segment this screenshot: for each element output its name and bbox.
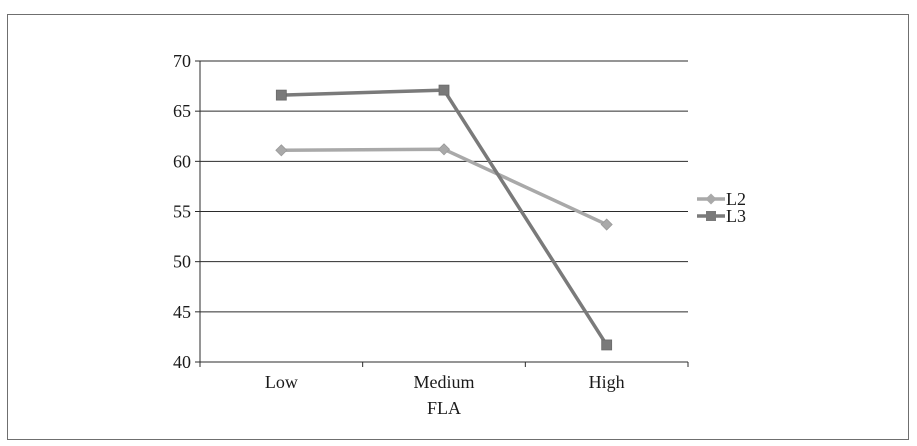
series-l3 — [275, 84, 613, 351]
y-tick-labels: 40 45 50 55 60 65 70 — [173, 51, 191, 372]
legend-marker — [706, 211, 716, 221]
y-tick-label: 60 — [173, 151, 191, 171]
y-tick-label: 55 — [173, 202, 191, 222]
gridlines — [200, 60, 688, 313]
y-tick-label: 50 — [173, 252, 191, 272]
y-tick-label: 70 — [173, 51, 191, 71]
y-tick-label: 45 — [173, 302, 191, 322]
legend-marker — [705, 193, 717, 205]
x-tick-labels: Low Medium High — [265, 372, 625, 392]
series — [275, 84, 613, 351]
y-tick-label: 65 — [173, 101, 191, 121]
data-point-l2-low — [275, 144, 288, 157]
legend-label: L2 — [726, 189, 746, 209]
y-tick-label: 40 — [173, 352, 191, 372]
chart-frame — [7, 14, 909, 440]
x-tick-label-high: High — [589, 372, 625, 392]
x-tick-label-medium: Medium — [414, 372, 475, 392]
data-point-l3-low — [275, 89, 287, 101]
data-point-l2-high — [600, 218, 613, 231]
x-axis-title: FLA — [427, 398, 461, 418]
x-tick-label-low: Low — [265, 372, 298, 392]
series-line-l3 — [281, 88, 609, 346]
legend-item-l2: L2 — [697, 189, 746, 209]
series-line-l2 — [281, 147, 608, 227]
data-point-l2-medium — [437, 143, 451, 156]
legend-label: L3 — [726, 206, 746, 226]
data-point-l3-high — [601, 339, 613, 351]
series-l2 — [275, 143, 613, 231]
data-point-l3-medium — [438, 84, 450, 96]
axes — [195, 60, 689, 367]
legend-item-l3: L3 — [697, 206, 746, 226]
